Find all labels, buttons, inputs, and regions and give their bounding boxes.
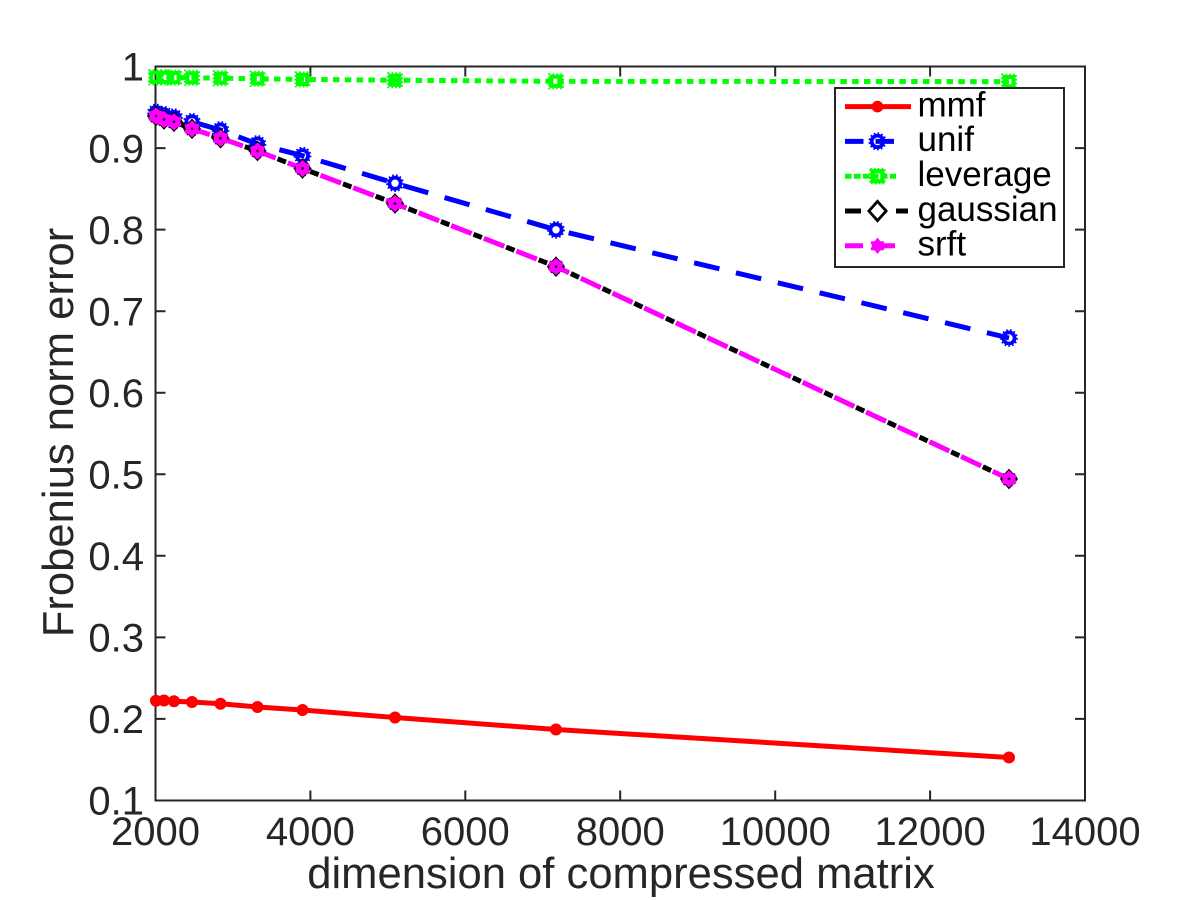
- svg-text:2000: 2000: [111, 810, 200, 854]
- svg-text:0.3: 0.3: [88, 617, 144, 661]
- svg-text:14000: 14000: [1029, 810, 1140, 854]
- svg-text:0.6: 0.6: [88, 372, 144, 416]
- svg-text:leverage: leverage: [918, 155, 1052, 194]
- svg-text:12000: 12000: [874, 810, 985, 854]
- svg-text:0.5: 0.5: [88, 454, 144, 498]
- svg-text:10000: 10000: [720, 810, 831, 854]
- svg-text:Frobenius norm error: Frobenius norm error: [35, 228, 83, 637]
- svg-text:6000: 6000: [421, 810, 510, 854]
- svg-text:1: 1: [122, 46, 144, 90]
- svg-text:0.2: 0.2: [88, 698, 144, 742]
- svg-text:unif: unif: [918, 120, 975, 159]
- svg-text:dimension of compressed matrix: dimension of compressed matrix: [307, 850, 935, 898]
- svg-text:0.1: 0.1: [88, 780, 144, 824]
- svg-text:srft: srft: [918, 225, 967, 264]
- svg-text:0.4: 0.4: [88, 535, 144, 579]
- svg-text:0.7: 0.7: [88, 290, 144, 334]
- svg-text:mmf: mmf: [918, 85, 986, 124]
- svg-text:0.8: 0.8: [88, 209, 144, 253]
- svg-text:4000: 4000: [266, 810, 355, 854]
- svg-text:0.9: 0.9: [88, 127, 144, 171]
- svg-text:8000: 8000: [576, 810, 665, 854]
- svg-text:gaussian: gaussian: [918, 190, 1058, 229]
